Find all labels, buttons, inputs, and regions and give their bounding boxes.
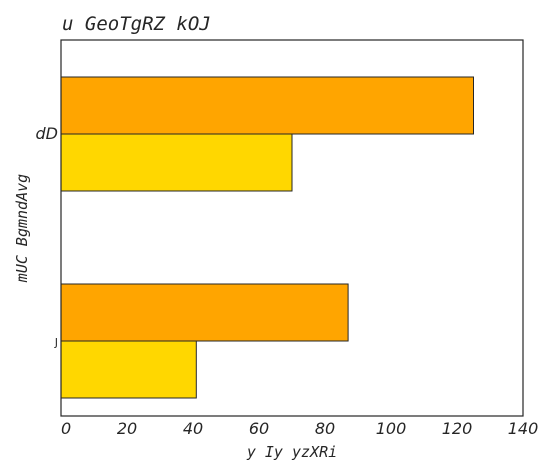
bar-dD-series-2 — [60, 133, 293, 192]
x-axis-ticks: 0 20 40 60 80 100 120 140 — [61, 419, 538, 438]
y-axis-label: mUC BgmndAvg — [13, 174, 31, 283]
y-tick-label: J — [54, 336, 58, 349]
x-axis-label: y Iy yzXRi — [246, 443, 337, 461]
x-tick-label: 0 — [61, 419, 71, 438]
bar-dD-series-1 — [60, 76, 474, 135]
plot-frame — [60, 39, 524, 417]
x-tick-label: 120 — [442, 419, 473, 438]
x-tick-label: 20 — [117, 419, 137, 438]
x-tick-label: 60 — [249, 419, 269, 438]
y-tick-label: dD — [36, 124, 58, 143]
x-tick-label: 40 — [183, 419, 203, 438]
bar-J-series-2 — [60, 340, 197, 399]
y-axis-categories: dD J — [36, 124, 58, 349]
bars-group — [60, 76, 474, 399]
x-tick-label: 100 — [376, 419, 407, 438]
chart-title: u GeoTgRZ kOJ — [62, 13, 211, 35]
x-tick-label: 80 — [315, 419, 335, 438]
x-tick-label: 140 — [508, 419, 539, 438]
bar-J-series-1 — [60, 283, 349, 342]
